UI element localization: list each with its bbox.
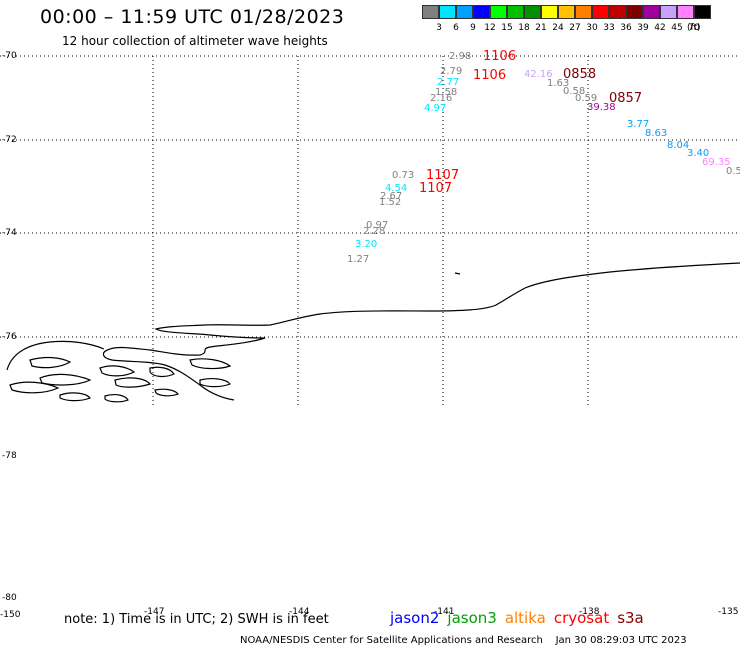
wave-height-value: 0.73 [392, 170, 415, 181]
map-subtitle: 12 hour collection of altimeter wave hei… [62, 34, 328, 48]
footer-note: note: 1) Time is in UTC; 2) SWH is in fe… [64, 612, 329, 627]
legend-label: 45 [671, 23, 683, 33]
wave-height-value: 4.97 [424, 103, 447, 114]
longitude-label: -141 [434, 607, 455, 617]
pass-time-label: 0858 [563, 67, 597, 82]
legend-swatch [507, 5, 524, 19]
wave-height-value: 1.52 [379, 197, 402, 208]
legend-label: 33 [603, 23, 615, 33]
wave-height-value: 1.63 [547, 78, 570, 89]
satellite-name: jason2 [390, 609, 440, 627]
latitude-label: -80 [2, 593, 17, 603]
wave-height-value: 1.27 [347, 254, 370, 265]
legend-label: 27 [569, 23, 581, 33]
legend-swatch [422, 5, 439, 19]
legend-swatch [592, 5, 609, 19]
longitude-label: -150 [0, 610, 21, 620]
wave-height-value: 0.5 [726, 166, 740, 177]
footer-credit: NOAA/NESDIS Center for Satellite Applica… [240, 635, 687, 646]
satellite-name: jason3 [447, 609, 497, 627]
pass-time-label: 1106 [473, 68, 507, 83]
satellite-name: altika [504, 609, 546, 627]
legend-swatch [473, 5, 490, 19]
legend-label: 12 [484, 23, 496, 33]
latitude-label: -72 [2, 135, 17, 145]
latitude-label: -78 [2, 451, 17, 461]
legend-swatch [490, 5, 507, 19]
legend-swatch [694, 5, 711, 19]
legend-label: 18 [518, 23, 530, 33]
longitude-label: -144 [289, 607, 310, 617]
legend-swatch [456, 5, 473, 19]
coastline [6, 262, 740, 403]
legend-label: 39 [637, 23, 649, 33]
wave-height-value: 2.98 [449, 51, 472, 62]
longitude-label: -135 [718, 607, 739, 617]
wave-height-value: 3.77 [627, 119, 650, 130]
wave-height-value: 0.58 [563, 86, 586, 97]
wave-height-value: 39.38 [587, 102, 616, 113]
legend-swatch [524, 5, 541, 19]
wave-height-value: 2.77 [437, 77, 460, 88]
legend-unit: (ft) [687, 23, 701, 33]
wave-height-value: 1.58 [435, 87, 458, 98]
legend-label: 70 [688, 23, 700, 33]
wave-height-value: 3.40 [687, 148, 710, 159]
legend-swatch [558, 5, 575, 19]
legend-label: 30 [586, 23, 598, 33]
legend-swatch [609, 5, 626, 19]
satellite-name: s3a [617, 609, 644, 627]
longitude-label: -147 [144, 607, 165, 617]
wave-height-value: 2.28 [363, 226, 386, 237]
wave-height-value: 2.16 [430, 93, 453, 104]
wave-height-value: 2.67 [380, 191, 403, 202]
latitude-label: -76 [2, 332, 17, 342]
wave-height-value: 0.59 [575, 93, 598, 104]
map-title: 00:00 – 11:59 UTC 01/28/2023 [40, 6, 345, 28]
wave-height-value: 8.04 [667, 140, 690, 151]
lat-lon-grid [0, 55, 740, 406]
pass-time-label: 1107 [426, 168, 460, 183]
wave-height-value: 0.97 [366, 220, 389, 231]
wave-height-value: 8.63 [645, 128, 668, 139]
wave-height-value: 4.54 [385, 183, 408, 194]
wave-height-value: 69.35 [702, 157, 731, 168]
legend-label: 6 [453, 23, 459, 33]
legend-swatch [626, 5, 643, 19]
legend-swatch [439, 5, 456, 19]
legend-label: 42 [654, 23, 666, 33]
pass-time-label: 1106 [483, 49, 517, 64]
legend-swatch [575, 5, 592, 19]
legend-swatch [643, 5, 660, 19]
legend-swatch [541, 5, 558, 19]
legend-label: 15 [501, 23, 513, 33]
pass-time-label: 0857 [609, 91, 643, 106]
legend-label: 9 [470, 23, 476, 33]
legend-label: 24 [552, 23, 564, 33]
legend-swatch [677, 5, 694, 19]
satellite-name: cryosat [553, 609, 610, 627]
latitude-label: -70 [2, 51, 17, 61]
wave-height-value: 42.16 [524, 69, 553, 80]
wave-height-value: 3.20 [355, 239, 378, 250]
wave-height-value: 2.79 [440, 66, 463, 77]
legend-swatch [660, 5, 677, 19]
pass-time-label: 1107 [419, 181, 453, 196]
legend-label: 21 [535, 23, 547, 33]
satellite-legend: jason2 jason3 altika cryosat s3a [390, 609, 652, 627]
legend-label: 36 [620, 23, 632, 33]
latitude-label: -74 [2, 228, 17, 238]
legend-label: 3 [436, 23, 442, 33]
longitude-label: -138 [579, 607, 600, 617]
